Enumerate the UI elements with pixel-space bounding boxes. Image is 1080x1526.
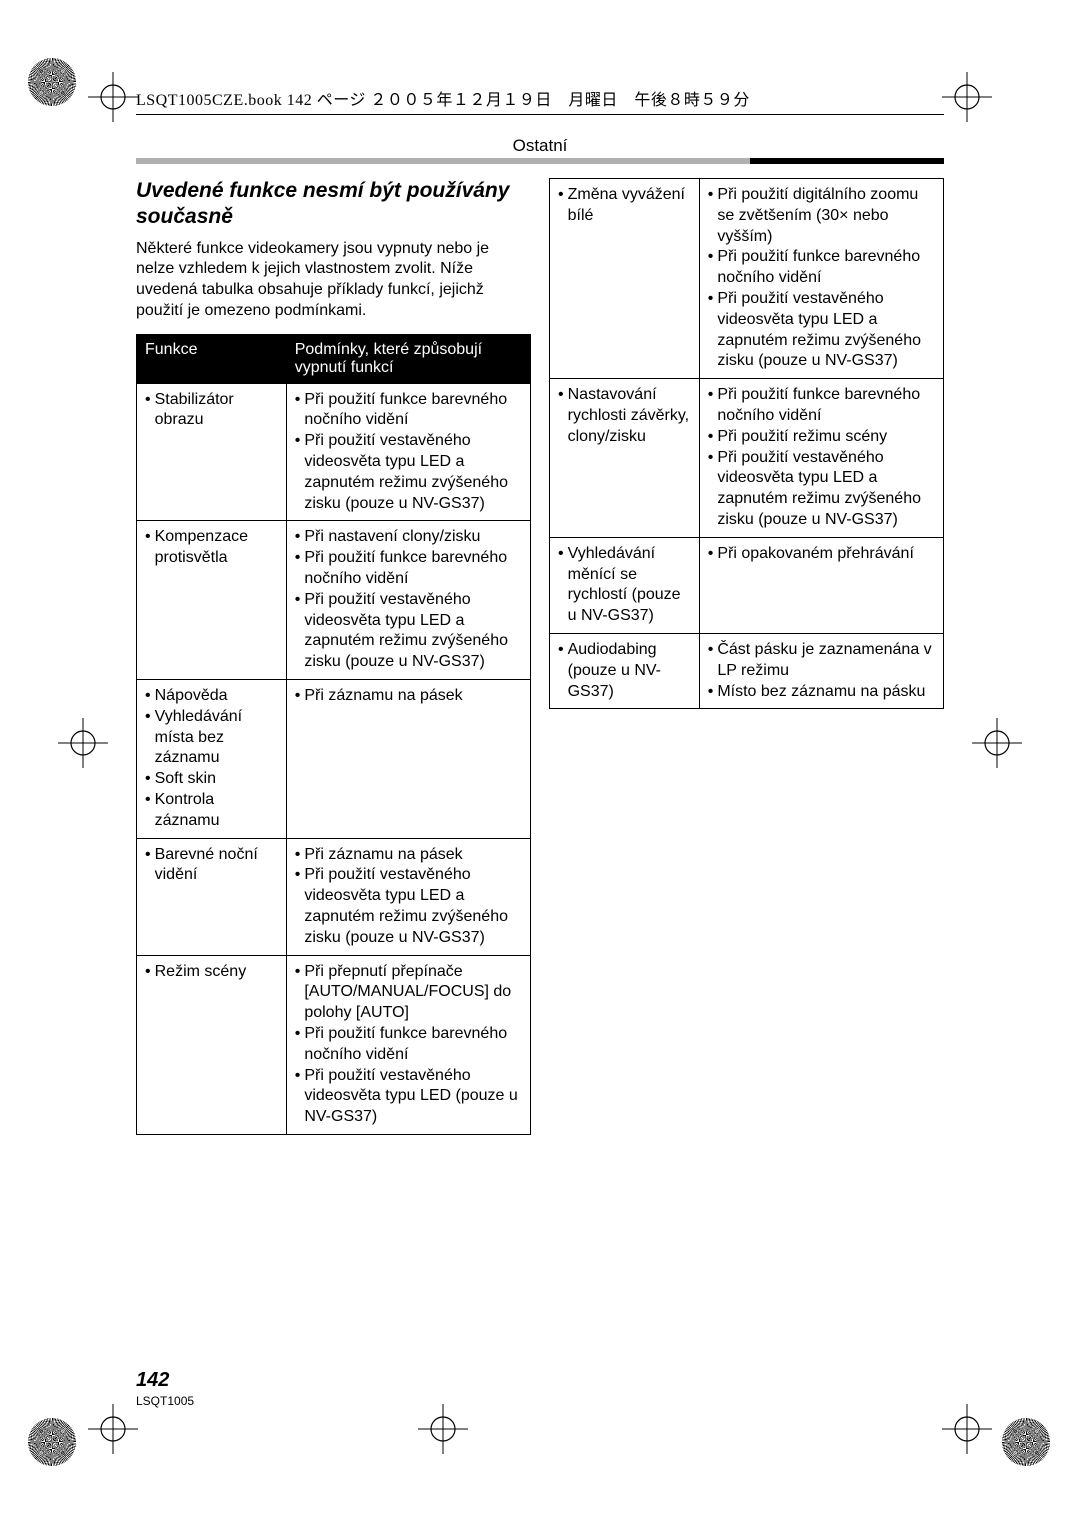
left-column: Uvedené funkce nesmí být používány souča… [136, 178, 531, 1135]
intro-text: Některé funkce videokamery jsou vypnuty … [136, 239, 531, 322]
divider-bar [136, 158, 944, 164]
page-title: Uvedené funkce nesmí být používány souča… [136, 178, 531, 231]
crop-target-icon [58, 718, 108, 768]
page-footer: 142 LSQT1005 [136, 1369, 194, 1408]
crop-target-icon [88, 72, 138, 122]
table-row: •Stabilizátor obrazu•Při použití funkce … [137, 383, 531, 521]
registration-mark-icon [1002, 1418, 1052, 1468]
document-code: LSQT1005 [136, 1394, 194, 1408]
crop-target-icon [942, 1404, 992, 1454]
table-row: •Audiodabing (pouze u NV-GS37)•Část pásk… [550, 633, 944, 708]
crop-target-icon [942, 72, 992, 122]
table-row: •Změna vyvážení bílé•Při použití digitál… [550, 179, 944, 379]
table-row: •Režim scény•Při přepnutí přepínače [AUT… [137, 955, 531, 1134]
functions-table-right: •Změna vyvážení bílé•Při použití digitál… [549, 178, 944, 709]
section-label: Ostatní [136, 130, 944, 158]
table-row: •Nápověda•Vyhledávání místa bez záznamu•… [137, 680, 531, 839]
registration-mark-icon [28, 1418, 78, 1468]
crop-target-icon [418, 1404, 468, 1454]
crop-target-icon [88, 1404, 138, 1454]
page-content: Ostatní Uvedené funkce nesmí být používá… [136, 130, 944, 1396]
table-row: •Kompenzace protisvětla•Při nastavení cl… [137, 521, 531, 680]
th-conditions: Podmínky, které způsobují vypnutí funkcí [286, 334, 530, 383]
crop-target-icon [972, 718, 1022, 768]
registration-mark-icon [28, 58, 78, 108]
page-number: 142 [136, 1369, 194, 1392]
functions-table-left: Funkce Podmínky, které způsobují vypnutí… [136, 334, 531, 1135]
table-row: •Nastavování rychlosti závěrky, clony/zi… [550, 379, 944, 538]
table-row: •Vyhledávání měnící se rychlostí (pouze … [550, 537, 944, 633]
header-metadata: LSQT1005CZE.book 142 ページ ２００５年１２月１９日 月曜日… [136, 86, 944, 115]
right-column: •Změna vyvážení bílé•Při použití digitál… [549, 178, 944, 1135]
th-function: Funkce [137, 334, 287, 383]
table-row: •Barevné noční vidění•Při záznamu na pás… [137, 838, 531, 955]
